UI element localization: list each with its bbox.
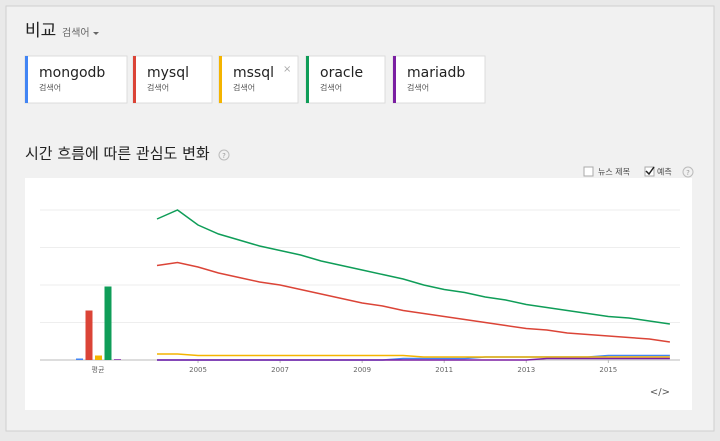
average-bar: [85, 310, 93, 360]
dropdown[interactable]: 검색어: [62, 27, 90, 39]
term-color: [306, 56, 309, 103]
term-name: mongodb: [39, 65, 105, 81]
remove-icon[interactable]: ×: [283, 64, 291, 75]
average-bar: [95, 355, 102, 360]
term-sub: 검색어: [39, 83, 61, 93]
trend-line: [157, 353, 670, 358]
x-tick-label: 2009: [353, 366, 371, 374]
trend-line: [156, 261, 671, 343]
term-color: [393, 56, 396, 103]
page-title: 비교: [25, 21, 56, 41]
news-label[interactable]: 뉴스 제목: [598, 168, 630, 177]
term-card[interactable]: [218, 55, 299, 104]
term-sub: 검색어: [233, 83, 255, 93]
term-name: oracle: [320, 65, 363, 81]
term-color: [219, 56, 222, 103]
help-icon[interactable]: [218, 149, 230, 161]
x-tick-label: 2005: [189, 366, 207, 374]
term-name: mariadb: [407, 65, 465, 81]
term-card[interactable]: [305, 55, 386, 104]
help-icon-text[interactable]: ?: [222, 152, 226, 160]
trend-line: [157, 357, 670, 361]
term-color: [25, 56, 28, 103]
chart-panel: [25, 178, 692, 410]
term-name: mssql: [233, 65, 274, 81]
help-icon-text[interactable]: ?: [686, 169, 690, 177]
term-sub: 검색어: [147, 83, 169, 93]
section-title: 시간 흐름에 따른 관심도 변화: [25, 145, 210, 163]
news-checkbox[interactable]: [583, 166, 594, 177]
trend-line: [156, 209, 671, 325]
average-bar: [104, 286, 112, 360]
forecast-check[interactable]: [645, 166, 655, 176]
x-tick-label: 2007: [271, 366, 289, 374]
embed-icon[interactable]: </>: [650, 387, 670, 398]
average-bar: [76, 358, 83, 360]
x-tick-label: 2015: [599, 366, 617, 374]
term-card[interactable]: [392, 55, 486, 104]
term-sub: 검색어: [407, 83, 429, 93]
term-name: mysql: [147, 65, 189, 81]
average-bar: [114, 359, 121, 360]
term-color: [133, 56, 136, 103]
x-tick-label: 2013: [517, 366, 535, 374]
dropdown-arrow[interactable]: [93, 32, 99, 35]
forecast-checkbox[interactable]: [644, 166, 655, 177]
term-sub: 검색어: [320, 83, 342, 93]
average-label: 평균: [92, 365, 105, 374]
help-icon[interactable]: [682, 166, 694, 178]
x-tick-label: 2011: [435, 366, 453, 374]
forecast-label[interactable]: 예측: [657, 167, 672, 177]
